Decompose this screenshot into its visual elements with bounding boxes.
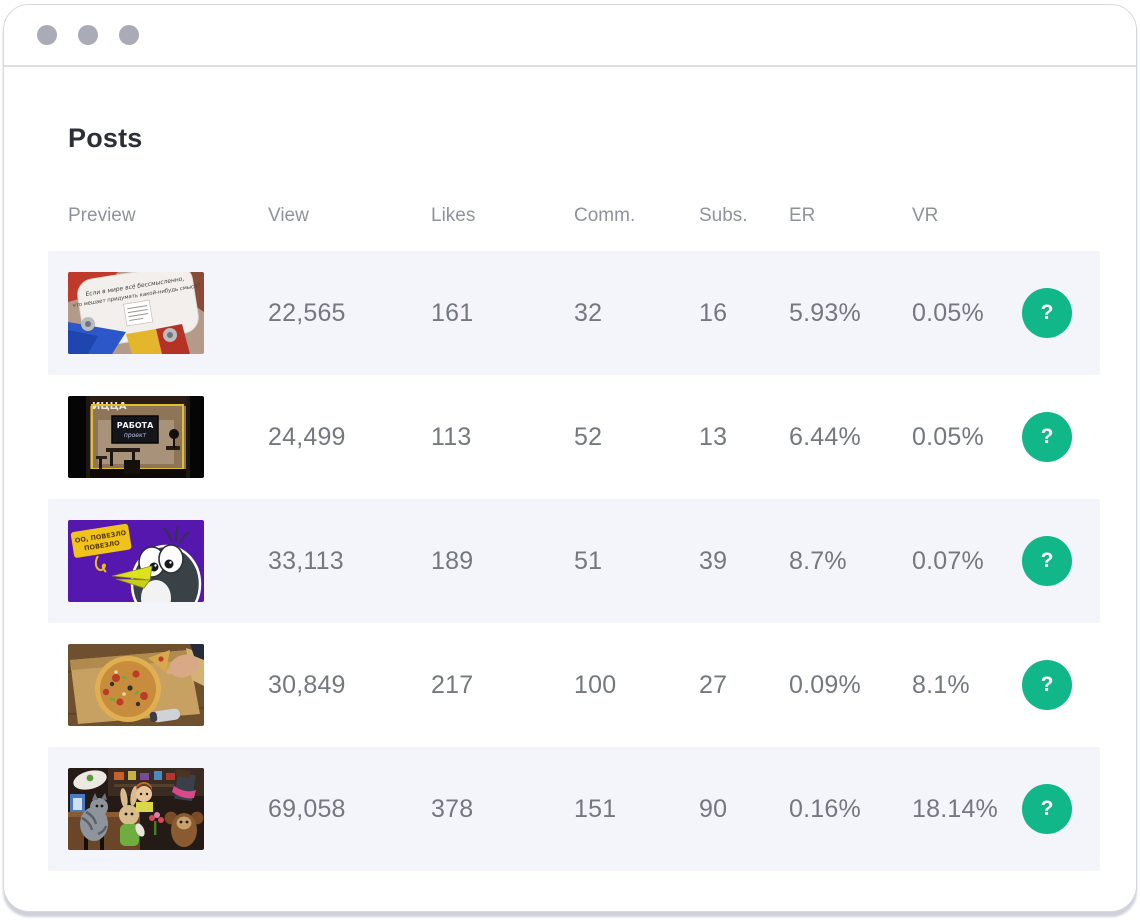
comments-count: 52 — [574, 422, 603, 451]
post-preview-thumbnail[interactable]: ИЦЦА РАБОТА проект — [68, 396, 204, 478]
er-value: 6.44% — [789, 422, 861, 451]
shoe-tag-image: Если в мире всё бессмысленно, что мешает… — [68, 272, 204, 354]
vr-value: 8.1% — [912, 670, 970, 699]
app-window: Posts Preview View Likes Comm. Subs. ER … — [3, 4, 1137, 912]
vr-value: 18.14% — [912, 794, 998, 823]
column-header-preview: Preview — [68, 205, 136, 226]
likes-count: 113 — [431, 422, 472, 451]
subs-count: 13 — [699, 422, 728, 451]
subs-count: 27 — [699, 670, 728, 699]
view-count: 30,849 — [268, 670, 346, 699]
svg-text:РАБОТА: РАБОТА — [117, 421, 154, 430]
cartoon-cafe-image — [68, 768, 204, 850]
likes-count: 217 — [431, 670, 474, 699]
post-preview-thumbnail[interactable]: ОО, ПОВЕЗЛО ПОВЕЗЛО — [68, 520, 204, 602]
column-header-subs: Subs. — [699, 205, 748, 226]
actions-cell: ? — [1022, 288, 1072, 338]
er-value: 5.93% — [789, 298, 861, 327]
actions-cell: ? — [1022, 784, 1072, 834]
svg-text:проект: проект — [124, 432, 147, 439]
table-header: Preview View Likes Comm. Subs. ER VR — [48, 199, 1100, 233]
subs-count: 39 — [699, 546, 728, 575]
table-row: Если в мире всё бессмысленно, что мешает… — [48, 251, 1100, 375]
comments-count: 100 — [574, 670, 617, 699]
column-header-comm: Comm. — [574, 205, 636, 226]
comments-count: 151 — [574, 794, 617, 823]
question-icon[interactable]: ? — [1022, 660, 1072, 710]
post-preview-thumbnail[interactable]: Если в мире всё бессмысленно, что мешает… — [68, 272, 204, 354]
actions-cell: ? — [1022, 660, 1072, 710]
preview-cell: ИЦЦА РАБОТА проект — [68, 396, 268, 478]
preview-cell — [68, 644, 268, 726]
column-header-likes: Likes — [431, 205, 476, 226]
subs-count: 90 — [699, 794, 728, 823]
preview-cell: Если в мире всё бессмысленно, что мешает… — [68, 272, 268, 354]
er-value: 8.7% — [789, 546, 847, 575]
view-count: 22,565 — [268, 298, 346, 327]
question-icon[interactable]: ? — [1022, 536, 1072, 586]
column-header-er: ER — [789, 205, 816, 226]
window-titlebar — [4, 5, 1136, 67]
column-header-view: View — [268, 205, 309, 226]
svg-text:ИЦЦА: ИЦЦА — [92, 401, 127, 412]
preview-cell — [68, 768, 268, 850]
vr-value: 0.07% — [912, 546, 984, 575]
table-row: 69,058 378 151 90 0.16% 18.14% ? — [48, 747, 1100, 871]
post-preview-thumbnail[interactable] — [68, 644, 204, 726]
actions-cell: ? — [1022, 536, 1072, 586]
pizzeria-storefront-image: ИЦЦА РАБОТА проект — [68, 396, 204, 478]
page-title: Posts — [68, 123, 143, 153]
view-count: 33,113 — [268, 546, 344, 575]
er-value: 0.09% — [789, 670, 861, 699]
table-row: ИЦЦА РАБОТА проект — [48, 375, 1100, 499]
window-control-dot-3[interactable] — [119, 25, 139, 45]
vr-value: 0.05% — [912, 422, 984, 451]
likes-count: 189 — [431, 546, 474, 575]
view-count: 69,058 — [268, 794, 346, 823]
window-control-dot-2[interactable] — [78, 25, 98, 45]
posts-table: Если в мире всё бессмысленно, что мешает… — [48, 251, 1100, 871]
table-row: 30,849 217 100 27 0.09% 8.1% ? — [48, 623, 1100, 747]
likes-count: 378 — [431, 794, 474, 823]
subs-count: 16 — [699, 298, 728, 327]
pizza-box-image — [68, 644, 204, 726]
cartoon-penguin-image: ОО, ПОВЕЗЛО ПОВЕЗЛО — [68, 520, 204, 602]
question-icon[interactable]: ? — [1022, 288, 1072, 338]
comments-count: 32 — [574, 298, 603, 327]
likes-count: 161 — [431, 298, 474, 327]
main-content: Posts Preview View Likes Comm. Subs. ER … — [4, 121, 1136, 871]
question-icon[interactable]: ? — [1022, 412, 1072, 462]
column-header-vr: VR — [912, 205, 939, 226]
question-icon[interactable]: ? — [1022, 784, 1072, 834]
table-row: ОО, ПОВЕЗЛО ПОВЕЗЛО 33,113 189 51 39 8.7… — [48, 499, 1100, 623]
comments-count: 51 — [574, 546, 603, 575]
er-value: 0.16% — [789, 794, 861, 823]
window-control-dot-1[interactable] — [37, 25, 57, 45]
post-preview-thumbnail[interactable] — [68, 768, 204, 850]
actions-cell: ? — [1022, 412, 1072, 462]
view-count: 24,499 — [268, 422, 346, 451]
preview-cell: ОО, ПОВЕЗЛО ПОВЕЗЛО — [68, 520, 268, 602]
vr-value: 0.05% — [912, 298, 984, 327]
